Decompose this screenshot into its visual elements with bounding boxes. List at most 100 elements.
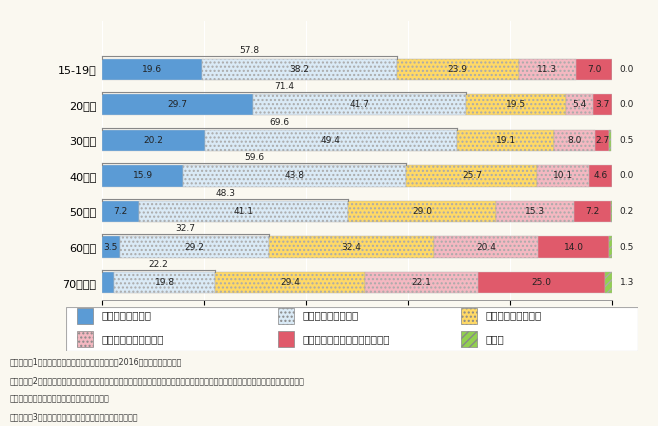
FancyBboxPatch shape [461,331,477,347]
Text: 69.6: 69.6 [269,118,290,127]
Bar [519,59,576,80]
Text: 0.0: 0.0 [620,101,634,109]
Text: （備考）　1．消費者庁「消費者意識基本調査」（2016年度）により作成。: （備考） 1．消費者庁「消費者意識基本調査」（2016年度）により作成。 [10,358,182,367]
Bar [114,272,215,293]
Text: 7.2: 7.2 [113,207,128,216]
Text: 20.4: 20.4 [476,242,496,251]
Text: 20.2: 20.2 [143,136,163,145]
Text: 25.7: 25.7 [462,171,482,181]
Bar [348,201,496,222]
Text: 0.5: 0.5 [620,242,634,251]
Text: 1.3: 1.3 [620,278,634,287]
FancyBboxPatch shape [77,308,93,324]
Text: 3.5: 3.5 [104,242,118,251]
Bar [605,272,612,293]
Bar [478,272,605,293]
Text: 43.8: 43.8 [285,171,305,181]
Bar [538,165,589,187]
Bar [102,236,120,258]
Bar [215,272,365,293]
Bar [202,59,397,80]
Bar [609,130,611,151]
Bar [397,59,519,80]
Text: 15.3: 15.3 [525,207,545,216]
Text: 2.7: 2.7 [595,136,609,145]
Bar [102,165,183,187]
Text: 41.7: 41.7 [350,101,370,109]
Bar [253,94,466,115]
Text: 19.6: 19.6 [142,65,162,74]
Bar [466,94,565,115]
Text: 19.1: 19.1 [495,136,516,145]
Text: 無回答: 無回答 [486,334,504,344]
Bar [139,201,348,222]
Text: 2．「「商品やサービスを検討するときにクチコミを参考にする」との考え方や頻度について、あなたはどの程度当てはまりま: 2．「「商品やサービスを検討するときにクチコミを参考にする」との考え方や頻度につ… [10,376,305,385]
Text: 41.1: 41.1 [234,207,253,216]
Text: 38.2: 38.2 [290,65,309,74]
FancyBboxPatch shape [77,331,93,347]
Bar [102,59,202,80]
Bar [574,201,611,222]
Bar [102,201,139,222]
Text: 22.1: 22.1 [411,278,432,287]
Bar [611,201,612,222]
Text: 15.9: 15.9 [132,171,153,181]
Bar [457,130,554,151]
Text: どちらともいえない: どちらともいえない [486,311,542,321]
Bar [120,236,268,258]
Bar [565,94,593,115]
Text: 32.7: 32.7 [176,224,195,233]
Bar [595,130,609,151]
Text: かなり当てはまる: かなり当てはまる [102,311,152,321]
Text: 0.5: 0.5 [620,136,634,145]
Text: (%): (%) [617,316,635,325]
Bar [407,165,538,187]
Text: 0.2: 0.2 [620,207,634,216]
Text: 14.0: 14.0 [564,242,584,251]
Bar [589,165,613,187]
Text: 10.1: 10.1 [553,171,573,181]
Text: すか。」との問に対する回答。: すか。」との問に対する回答。 [10,394,109,403]
Text: 4.6: 4.6 [594,171,608,181]
Bar [538,236,609,258]
Text: 5.4: 5.4 [572,101,586,109]
Bar [496,201,574,222]
Text: 48.3: 48.3 [215,189,235,198]
Text: 22.2: 22.2 [149,260,168,269]
Text: 19.5: 19.5 [506,101,526,109]
Text: 19.8: 19.8 [155,278,175,287]
Text: 0.0: 0.0 [620,65,634,74]
Bar [593,94,612,115]
Bar [609,236,612,258]
Bar [205,130,457,151]
FancyBboxPatch shape [278,331,293,347]
Text: 49.4: 49.4 [321,136,341,145]
Text: 29.4: 29.4 [280,278,300,287]
Bar [183,165,407,187]
FancyBboxPatch shape [461,308,477,324]
Text: ほとんど・全く当てはまらない: ほとんど・全く当てはまらない [302,334,390,344]
Text: 23.9: 23.9 [447,65,468,74]
Text: 3.7: 3.7 [595,101,610,109]
Bar [576,59,612,80]
Text: 29.7: 29.7 [168,101,188,109]
Bar [102,94,253,115]
Bar [102,272,114,293]
Text: 11.3: 11.3 [538,65,557,74]
Bar [434,236,538,258]
Text: 59.6: 59.6 [244,153,264,162]
Text: 0.0: 0.0 [620,171,634,181]
Text: 7.2: 7.2 [586,207,599,216]
Bar [365,272,478,293]
Text: 8.0: 8.0 [568,136,582,145]
Text: 7.0: 7.0 [587,65,601,74]
Text: あまり当てはまらない: あまり当てはまらない [102,334,164,344]
Text: 32.4: 32.4 [342,242,361,251]
Bar [268,236,434,258]
Bar [102,130,205,151]
Text: 29.2: 29.2 [184,242,204,251]
Text: 29.0: 29.0 [413,207,432,216]
Bar [554,130,595,151]
Text: 25.0: 25.0 [532,278,551,287]
Text: 3．四捨五入のため合計は必ずしも一致しない。: 3．四捨五入のため合計は必ずしも一致しない。 [10,413,138,422]
